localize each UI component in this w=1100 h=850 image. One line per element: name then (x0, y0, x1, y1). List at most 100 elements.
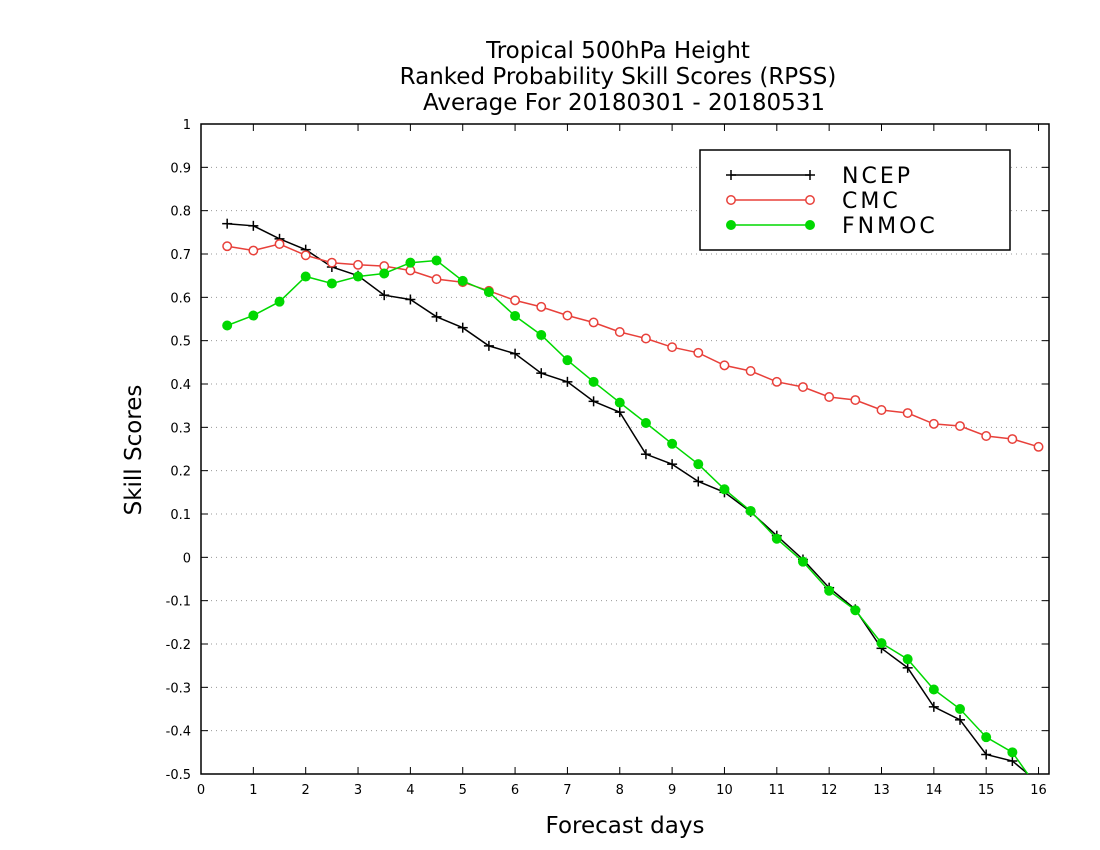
legend-label-cmc: CMC (842, 189, 901, 214)
x-tick-label: 13 (873, 783, 890, 798)
cmc-point (805, 195, 815, 205)
ncep-point (483, 340, 494, 351)
cmc-point (798, 382, 808, 392)
ncep-point (1007, 756, 1018, 766)
ncep-point (726, 170, 736, 180)
y-tick-label: 0.1 (170, 508, 191, 523)
cmc-point (326, 257, 337, 268)
x-tick-label: 11 (769, 783, 786, 798)
x-tick-label: 16 (1030, 783, 1047, 798)
cmc-point (928, 418, 939, 429)
y-tick-label: -0.5 (166, 768, 191, 783)
fnmoc-point (431, 255, 442, 266)
x-tick-label: 7 (563, 783, 571, 798)
x-tick-label: 4 (406, 783, 414, 798)
fnmoc-point (928, 684, 939, 695)
y-tick-label: -0.1 (166, 595, 191, 610)
ncep-point (928, 701, 939, 712)
legend-label-fnmoc: FNMOC (842, 214, 938, 239)
ncep-point (248, 220, 259, 231)
y-tick-label: 0.4 (170, 378, 191, 393)
cmc-point (222, 241, 233, 252)
ncep-point (536, 368, 547, 379)
grid-lines (201, 166, 1049, 732)
fnmoc-point (300, 271, 311, 282)
cmc-point (824, 392, 835, 402)
fnmoc-point (562, 355, 573, 366)
x-tick-label: 14 (926, 783, 943, 798)
ncep-point (431, 311, 442, 322)
ncep-point (510, 348, 521, 359)
legend-item-fnmoc: FNMOC (726, 214, 938, 239)
series-ncep (222, 218, 1030, 774)
cmc-point (719, 360, 730, 371)
x-tick-label: 10 (716, 783, 733, 798)
fnmoc-point (614, 397, 625, 408)
cmc-point (588, 317, 599, 328)
ncep-point (457, 322, 468, 333)
ncep-point (562, 376, 573, 387)
fnmoc-point (719, 484, 730, 495)
fnmoc-point (797, 556, 808, 567)
cmc-point (1033, 441, 1044, 452)
fnmoc-point (353, 271, 364, 282)
y-tick-label: 0 (183, 551, 191, 566)
cmc-point (693, 347, 704, 358)
x-tick-label: 8 (616, 783, 624, 798)
ncep-point (614, 407, 625, 418)
ncep-point (902, 662, 913, 673)
ncep-point (693, 476, 704, 487)
fnmoc-point (274, 296, 285, 307)
ncep-point (667, 459, 678, 470)
cmc-point (876, 405, 887, 415)
fnmoc-point (955, 704, 966, 714)
ncep-point (588, 396, 599, 407)
fnmoc-point (824, 585, 835, 596)
cmc-point (353, 259, 363, 270)
x-tick-label: 12 (821, 783, 838, 798)
cmc-point (562, 310, 573, 321)
x-tick-label: 2 (302, 783, 310, 798)
legend-item-ncep: NCEP (726, 164, 910, 189)
cmc-point (274, 239, 285, 249)
y-tick-label: -0.2 (166, 638, 191, 653)
cmc-point (248, 245, 259, 256)
fnmoc-point (745, 505, 756, 516)
x-tick-label: 5 (459, 783, 467, 798)
ncep-point (222, 218, 233, 229)
fnmoc-point (222, 320, 233, 331)
y-tick-label: 0.8 (170, 205, 191, 220)
y-axis-title: Skill Scores (121, 385, 147, 516)
fnmoc-point (510, 310, 521, 321)
fnmoc-point (536, 330, 547, 341)
ncep-point (405, 294, 416, 305)
y-tick-label: 0.9 (170, 161, 191, 176)
series-line-cmc (227, 243, 1039, 448)
plot-frame (200, 123, 1050, 775)
cmc-point (640, 333, 651, 344)
fnmoc-point (1007, 747, 1018, 758)
fnmoc-point (981, 732, 992, 743)
cmc-point (981, 431, 992, 441)
cmc-point (667, 342, 678, 353)
ncep-point (379, 290, 390, 301)
fnmoc-point (588, 376, 599, 387)
cmc-point (510, 295, 521, 306)
fnmoc-point (876, 638, 887, 649)
y-tick-label: 1 (183, 118, 191, 133)
cmc-point (771, 376, 782, 387)
x-tick-label: 9 (668, 783, 676, 798)
series-line-fnmoc (226, 259, 1029, 774)
fnmoc-point (640, 418, 651, 428)
cmc-point (431, 274, 442, 285)
fnmoc-point (726, 220, 736, 230)
cmc-point (614, 327, 625, 337)
chart-title: Tropical 500hPa Height Ranked Probabilit… (400, 38, 837, 116)
title-line-2: Ranked Probability Skill Scores (RPSS) (400, 64, 837, 90)
y-tick-label: -0.4 (166, 725, 191, 740)
fnmoc-point (902, 654, 913, 665)
ncep-point (981, 749, 992, 760)
series-line-ncep (227, 222, 1030, 774)
fnmoc-point (326, 278, 337, 289)
